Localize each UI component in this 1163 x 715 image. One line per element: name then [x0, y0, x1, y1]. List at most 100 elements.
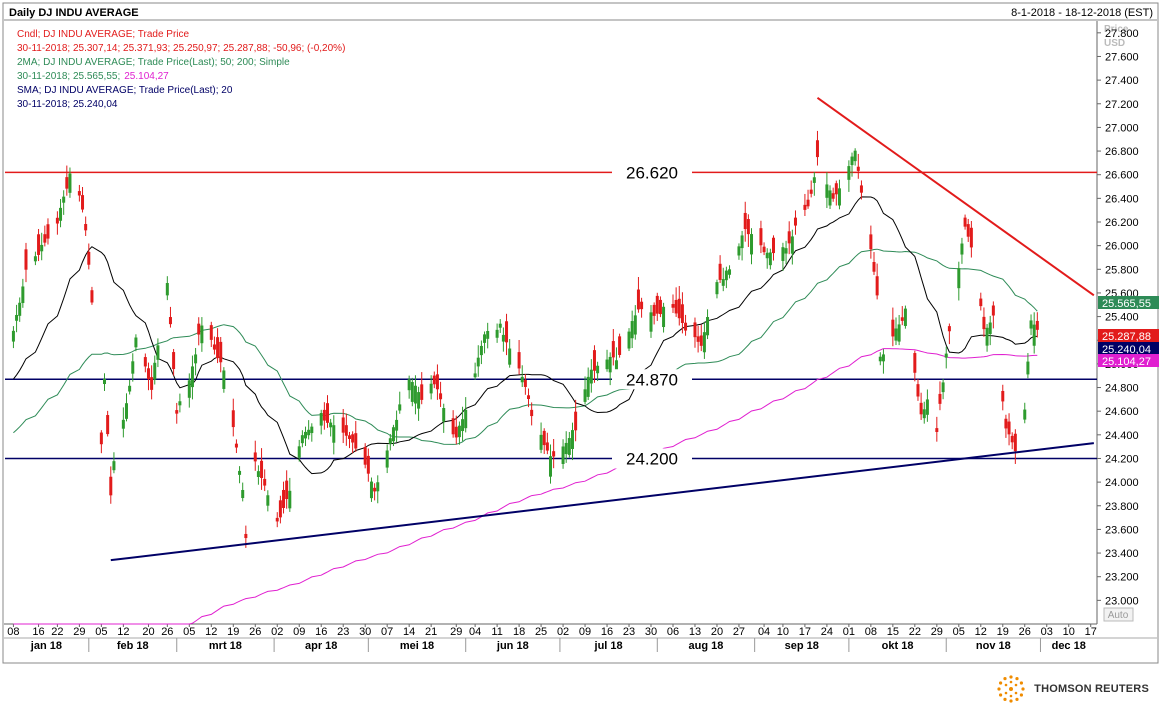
candle-body	[837, 188, 841, 206]
candle-body	[178, 401, 182, 406]
candle-body	[530, 409, 534, 417]
candle-body	[77, 191, 81, 196]
candle-body	[570, 430, 574, 449]
candle-body	[275, 517, 279, 522]
candle-body	[256, 471, 260, 477]
candle-body	[922, 409, 926, 419]
candle-body	[960, 243, 964, 255]
candle-body	[746, 219, 750, 235]
candle-body	[483, 334, 487, 343]
candle-body	[146, 368, 150, 380]
plot-area	[4, 21, 1097, 624]
candle-body	[451, 418, 455, 435]
last-value-label: 25.104,27	[1102, 356, 1151, 368]
x-month-label: aug 18	[689, 640, 724, 652]
candle-body	[680, 304, 684, 324]
candle-body	[608, 356, 612, 373]
x-month-label: mei 18	[400, 640, 434, 652]
candle-body	[24, 249, 28, 270]
candle-body	[326, 403, 330, 423]
x-tick-label: 16	[601, 626, 613, 638]
candle-body	[740, 235, 744, 249]
candle-body	[121, 419, 125, 429]
x-tick-label: 17	[1085, 626, 1097, 638]
candle-body	[479, 345, 483, 356]
x-tick-label: 03	[1041, 626, 1053, 638]
last-value-label: 25.287,88	[1102, 331, 1151, 343]
x-tick-label: 30	[359, 626, 371, 638]
candle-body	[18, 302, 22, 316]
candle-body	[464, 409, 468, 429]
candle-body	[834, 183, 838, 195]
candle-body	[413, 385, 417, 404]
candle-body	[476, 357, 480, 367]
candle-body	[376, 482, 380, 492]
candle-body	[373, 487, 377, 492]
candle-body	[398, 404, 402, 411]
candle-body	[552, 451, 556, 457]
candle-body	[633, 315, 637, 335]
candle-body	[903, 308, 907, 326]
x-tick-label: 29	[450, 626, 462, 638]
candle-body	[793, 217, 797, 226]
candle-body	[344, 425, 348, 436]
x-tick-label: 08	[7, 626, 19, 638]
candle-body	[388, 438, 392, 444]
x-tick-label: 05	[95, 626, 107, 638]
y-tick-label: 27.600	[1105, 51, 1139, 63]
candle-body	[319, 412, 323, 426]
x-month-label: feb 18	[117, 640, 149, 652]
candle-body	[640, 301, 644, 310]
x-tick-label: 08	[865, 626, 877, 638]
level-label-bg	[612, 162, 692, 183]
y-tick-label: 23.000	[1105, 595, 1139, 607]
level-labels-layer: 26.620 24.870 24.200	[612, 162, 692, 469]
legend-sma-values: 30-11-2018; 25.240,04	[17, 99, 118, 110]
candle-body	[37, 234, 41, 255]
candle-body	[966, 224, 970, 237]
ma200-layer	[13, 348, 1038, 625]
candle-body	[652, 304, 656, 316]
candle-body	[1026, 361, 1030, 375]
candle-body	[947, 326, 951, 332]
candle-body	[853, 150, 857, 162]
x-month-label: nov 18	[976, 640, 1011, 652]
x-tick-label: 10	[1063, 626, 1075, 638]
candle-body	[696, 336, 700, 342]
ma200-line	[13, 348, 1038, 625]
candle-body	[341, 417, 345, 433]
last-value-tag	[1098, 329, 1159, 342]
candle-body	[439, 393, 443, 400]
candle-body	[304, 431, 308, 439]
y-tick-label: 26.400	[1105, 193, 1139, 205]
y-tick-label: 26.200	[1105, 217, 1139, 229]
candle-body	[869, 234, 873, 250]
candle-body	[363, 446, 367, 465]
x-tick-label: 12	[205, 626, 217, 638]
x-tick-label: 25	[535, 626, 547, 638]
y-tick-label: 27.800	[1105, 28, 1139, 40]
candle-body	[33, 256, 37, 262]
candle-body	[592, 350, 596, 371]
candle-body	[21, 286, 25, 304]
auto-scale-button[interactable]	[1103, 607, 1134, 622]
candle-body	[307, 429, 311, 436]
candle-body	[1035, 320, 1039, 330]
trendline-support	[110, 442, 1094, 562]
candle-body	[109, 476, 113, 496]
brand-footer: THOMSON REUTERS	[996, 674, 1149, 704]
candle-body	[420, 384, 424, 400]
candle-body	[935, 428, 939, 432]
x-tick-label: 24	[821, 626, 833, 638]
legend-candle-title: Cndl; DJ INDU AVERAGE; Trade Price	[17, 29, 190, 40]
x-tick-label: 26	[1019, 626, 1031, 638]
x-tick-label: 06	[667, 626, 679, 638]
candle-body	[219, 341, 223, 363]
x-tick-label: 09	[579, 626, 591, 638]
candle-body	[385, 450, 389, 468]
candle-body	[649, 312, 653, 332]
y-tick-label: 25.400	[1105, 312, 1139, 324]
candle-body	[567, 438, 571, 455]
y-tick-label: 26.800	[1105, 146, 1139, 158]
